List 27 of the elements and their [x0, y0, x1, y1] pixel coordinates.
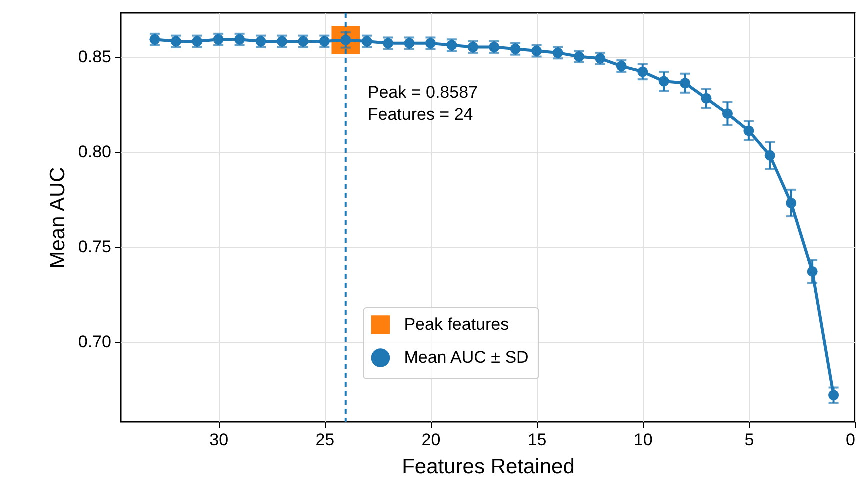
- point: [722, 108, 733, 120]
- point: [638, 66, 648, 78]
- y-tick-label: 0.70: [78, 332, 112, 352]
- annotation: Features = 24: [368, 105, 474, 124]
- y-tick-label: 0.75: [78, 237, 112, 256]
- point: [764, 150, 776, 161]
- x-tick-label: 5: [744, 430, 754, 450]
- x-tick-label: 30: [210, 430, 229, 450]
- point: [658, 76, 670, 87]
- point: [701, 93, 712, 104]
- legend-label: Peak features: [404, 314, 510, 334]
- annotation: Peak = 0.8587: [368, 83, 478, 102]
- x-tick-label: 25: [316, 430, 335, 450]
- point: [828, 390, 840, 401]
- point: [744, 126, 754, 136]
- x-tick-label: 15: [528, 430, 547, 450]
- x-axis-title: Features Retained: [402, 456, 575, 478]
- y-axis-title: Mean AUC: [46, 167, 70, 269]
- y-tick-label: 0.80: [78, 142, 112, 162]
- legend-label: Mean AUC ± SD: [404, 348, 529, 367]
- point: [807, 266, 818, 277]
- x-tick-label: 10: [634, 430, 653, 450]
- point: [786, 198, 797, 208]
- x-tick-label: 20: [422, 430, 441, 450]
- y-tick-label: 0.85: [78, 47, 112, 66]
- point: [680, 78, 691, 89]
- x-tick-label: 0: [846, 430, 856, 450]
